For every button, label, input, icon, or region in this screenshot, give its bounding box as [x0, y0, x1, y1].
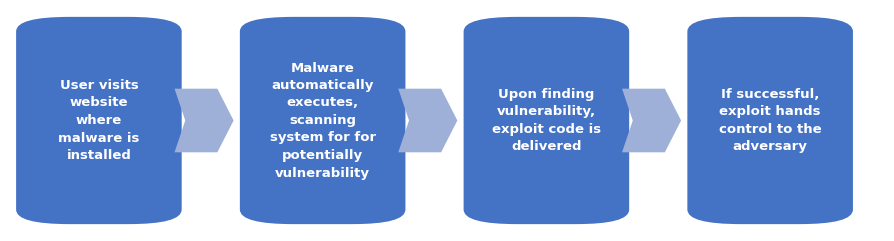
Polygon shape — [621, 89, 680, 152]
Polygon shape — [174, 89, 233, 152]
Text: If successful,
exploit hands
control to the
adversary: If successful, exploit hands control to … — [718, 88, 821, 153]
FancyBboxPatch shape — [16, 17, 181, 224]
Text: Malware
automatically
executes,
scanning
system for for
potentially
vulnerabilit: Malware automatically executes, scanning… — [269, 61, 375, 180]
Polygon shape — [398, 89, 457, 152]
FancyBboxPatch shape — [463, 17, 628, 224]
FancyBboxPatch shape — [240, 17, 405, 224]
Text: User visits
website
where
malware is
installed: User visits website where malware is ins… — [58, 79, 139, 162]
Text: Upon finding
vulnerability,
exploit code is
delivered: Upon finding vulnerability, exploit code… — [492, 88, 600, 153]
FancyBboxPatch shape — [687, 17, 852, 224]
